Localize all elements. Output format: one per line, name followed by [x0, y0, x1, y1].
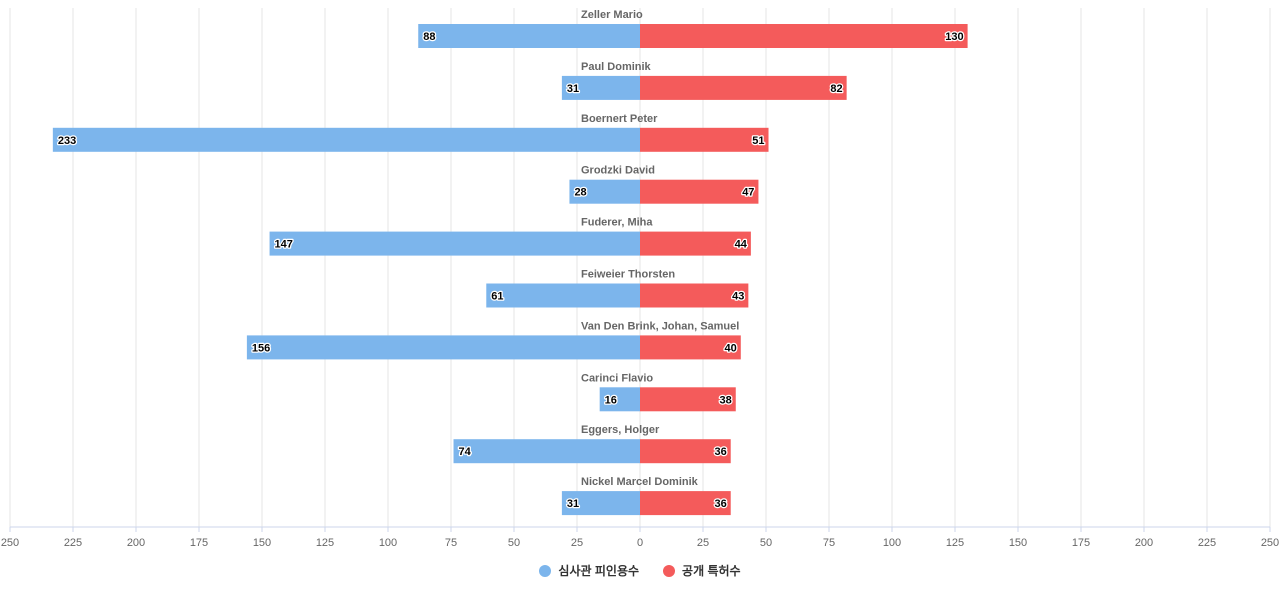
legend-marker-left-series: [539, 564, 552, 577]
x-tick-label: 125: [316, 537, 334, 549]
category-label: Grodzki David: [581, 165, 655, 177]
x-tick-label: 50: [760, 537, 772, 549]
bar-value-label: 40: [725, 342, 737, 354]
legend-item-left-series[interactable]: 심사관 피인용수: [539, 562, 639, 579]
category-label: Feiweier Thorsten: [581, 269, 675, 281]
bar-value-label: 36: [714, 446, 726, 458]
category-label: Zeller Mario: [581, 9, 643, 21]
category-label: Carinci Flavio: [581, 372, 653, 384]
x-tick-label: 125: [946, 537, 964, 549]
bar-value-label: 31: [567, 498, 579, 510]
bar-value-label: 233: [58, 135, 76, 147]
bar-value-label: 147: [275, 239, 293, 251]
bar-value-label: 36: [714, 498, 726, 510]
bar-value-label: 82: [830, 83, 842, 95]
bar-right-series[interactable]: [640, 283, 749, 308]
bar-right-series[interactable]: [640, 335, 741, 360]
category-label: Nickel Marcel Dominik: [581, 476, 699, 488]
bar-right-series[interactable]: [640, 179, 759, 204]
bar-value-label: 156: [252, 342, 270, 354]
bar-value-label: 16: [605, 394, 617, 406]
bar-right-series[interactable]: [640, 75, 847, 100]
bar-right-series[interactable]: [640, 439, 731, 464]
bar-left-series[interactable]: [418, 24, 640, 48]
x-tick-label: 200: [1135, 537, 1153, 549]
bar-value-label: 88: [423, 31, 435, 43]
bar-value-label: 47: [742, 187, 754, 199]
x-tick-label: 150: [1009, 537, 1027, 549]
legend-marker-right-series: [663, 564, 676, 577]
x-tick-label: 200: [127, 537, 145, 549]
bar-value-label: 74: [459, 446, 472, 458]
x-tick-label: 100: [379, 537, 397, 549]
legend-label-left-series: 심사관 피인용수: [558, 564, 640, 578]
x-tick-label: 175: [1072, 537, 1090, 549]
legend-label-right-series: 공개 특허수: [682, 564, 741, 578]
bar-left-series[interactable]: [486, 283, 640, 308]
bar-value-label: 31: [567, 83, 579, 95]
bar-left-series[interactable]: [453, 439, 640, 464]
bar-value-label: 130: [945, 31, 963, 43]
category-label: Paul Dominik: [581, 61, 652, 73]
bar-value-label: 51: [752, 135, 764, 147]
bar-right-series[interactable]: [640, 491, 731, 516]
bar-left-series[interactable]: [599, 387, 640, 412]
x-tick-label: 150: [253, 537, 271, 549]
bar-value-label: 44: [735, 239, 748, 251]
x-tick-label: 0: [637, 537, 643, 549]
x-tick-label: 250: [1, 537, 19, 549]
bar-value-label: 61: [491, 291, 503, 303]
bar-right-series[interactable]: [640, 387, 736, 412]
x-tick-label: 225: [64, 537, 82, 549]
bar-left-series[interactable]: [52, 127, 640, 152]
x-tick-label: 100: [883, 537, 901, 549]
x-tick-label: 250: [1261, 537, 1279, 549]
bar-left-series[interactable]: [561, 491, 640, 516]
legend: 심사관 피인용수 공개 특허수: [0, 562, 1280, 579]
category-label: Boernert Peter: [581, 113, 658, 125]
legend-item-right-series[interactable]: 공개 특허수: [663, 562, 741, 579]
x-tick-label: 225: [1198, 537, 1216, 549]
bar-right-series[interactable]: [640, 127, 769, 152]
x-tick-label: 25: [571, 537, 583, 549]
category-label: Van Den Brink, Johan, Samuel: [581, 320, 739, 332]
bar-left-series[interactable]: [246, 335, 640, 360]
bar-left-series[interactable]: [269, 231, 640, 256]
category-label: Fuderer, Miha: [581, 217, 653, 229]
x-tick-label: 175: [190, 537, 208, 549]
bar-right-series[interactable]: [640, 24, 968, 48]
x-tick-label: 75: [445, 537, 457, 549]
bar-left-series[interactable]: [569, 179, 640, 204]
x-axis: 250 225 200 175 150 125 100 75 50 25 0 25 50 75 100 125…: [1, 526, 1279, 549]
x-tick-label: 25: [697, 537, 709, 549]
x-tick-label: 50: [508, 537, 520, 549]
bar-value-label: 28: [574, 187, 586, 199]
x-tick-label: 75: [823, 537, 835, 549]
category-label: Eggers, Holger: [581, 424, 660, 436]
bar-value-label: 38: [720, 394, 732, 406]
bar-layer: [52, 24, 968, 516]
bar-left-series[interactable]: [561, 75, 640, 100]
bar-value-label: 43: [732, 291, 744, 303]
bar-right-series[interactable]: [640, 231, 751, 256]
